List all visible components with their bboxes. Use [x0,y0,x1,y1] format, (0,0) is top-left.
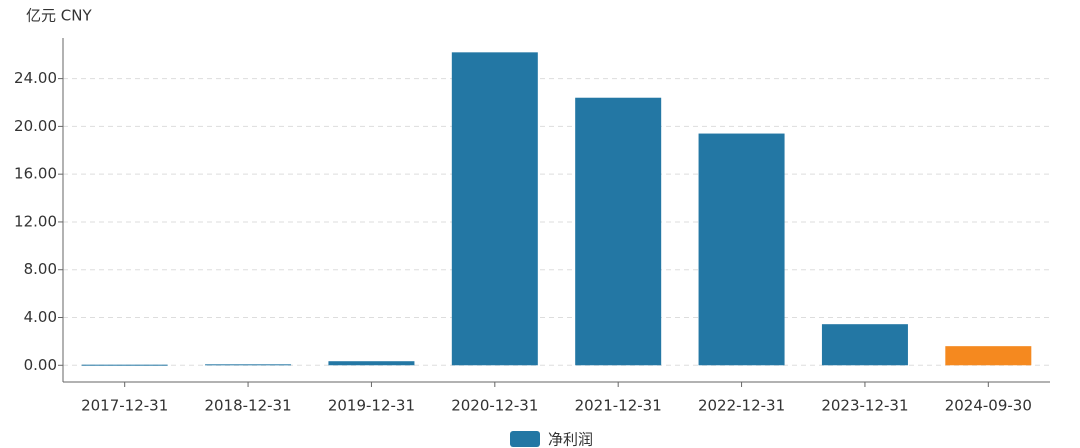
bar [451,52,538,366]
y-tick-label: 20.00 [14,117,57,135]
bar [205,364,292,366]
legend-label: 净利润 [548,431,593,448]
bar [821,324,908,366]
x-tick-label: 2017-12-31 [81,397,168,415]
x-tick-label: 2021-12-31 [575,397,662,415]
y-tick-label: 4.00 [24,308,57,326]
x-tick-label: 2023-12-31 [821,397,908,415]
y-tick-label: 12.00 [14,212,57,230]
x-tick-label: 2018-12-31 [204,397,291,415]
y-axis-label: 亿元 CNY [26,7,92,25]
x-tick-label: 2024-09-30 [945,397,1032,415]
bar [575,97,662,366]
bar [328,361,415,366]
bar [698,133,785,366]
y-tick-label: 8.00 [24,260,57,278]
bar [81,364,168,366]
y-tick-label: 16.00 [14,165,57,183]
x-tick-label: 2020-12-31 [451,397,538,415]
bar [945,346,1032,366]
x-tick-label: 2019-12-31 [328,397,415,415]
x-tick-label: 2022-12-31 [698,397,785,415]
y-tick-label: 0.00 [24,356,57,374]
y-tick-label: 24.00 [14,69,57,87]
legend-swatch [510,431,540,447]
